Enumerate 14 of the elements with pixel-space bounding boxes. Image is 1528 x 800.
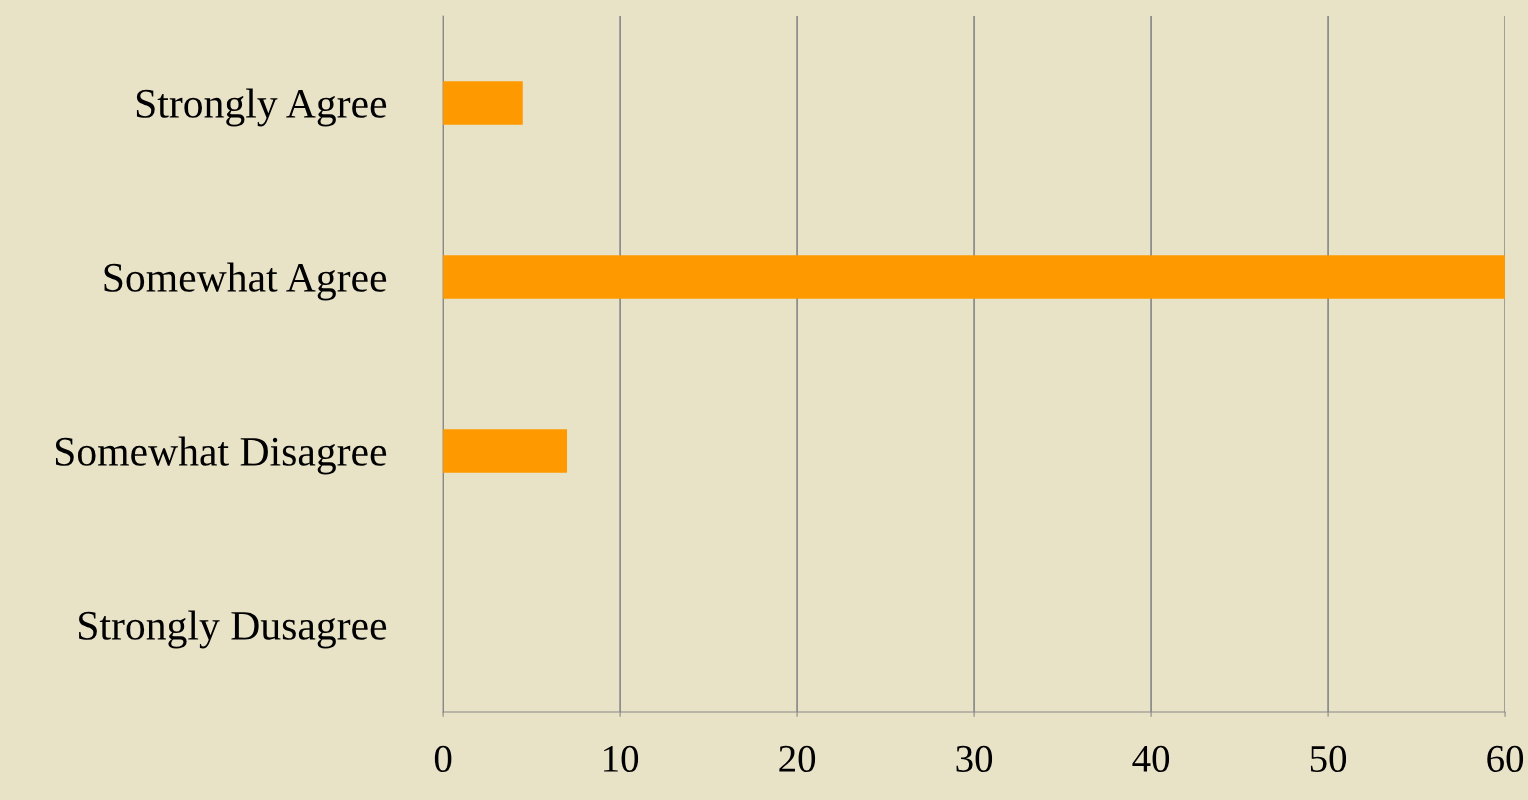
y-tick-label: Somewhat Disagree — [55, 436, 387, 475]
bar — [443, 255, 1506, 299]
x-tick-label: 40 — [1132, 745, 1170, 773]
y-tick-label: Strongly Dusagree — [79, 610, 387, 649]
x-tick-label: 60 — [1487, 745, 1524, 773]
x-tick-label: 20 — [779, 745, 816, 773]
x-tick-label: 0 — [434, 745, 452, 773]
x-tick-label: 30 — [956, 745, 993, 773]
x-tick-label: 50 — [1310, 745, 1347, 773]
y-tick-label: Strongly Agree — [136, 88, 387, 127]
y-tick-label: Somewhat Agree — [104, 262, 387, 301]
bar — [443, 429, 568, 473]
bar — [443, 81, 523, 125]
x-tick-label: 10 — [604, 745, 639, 773]
